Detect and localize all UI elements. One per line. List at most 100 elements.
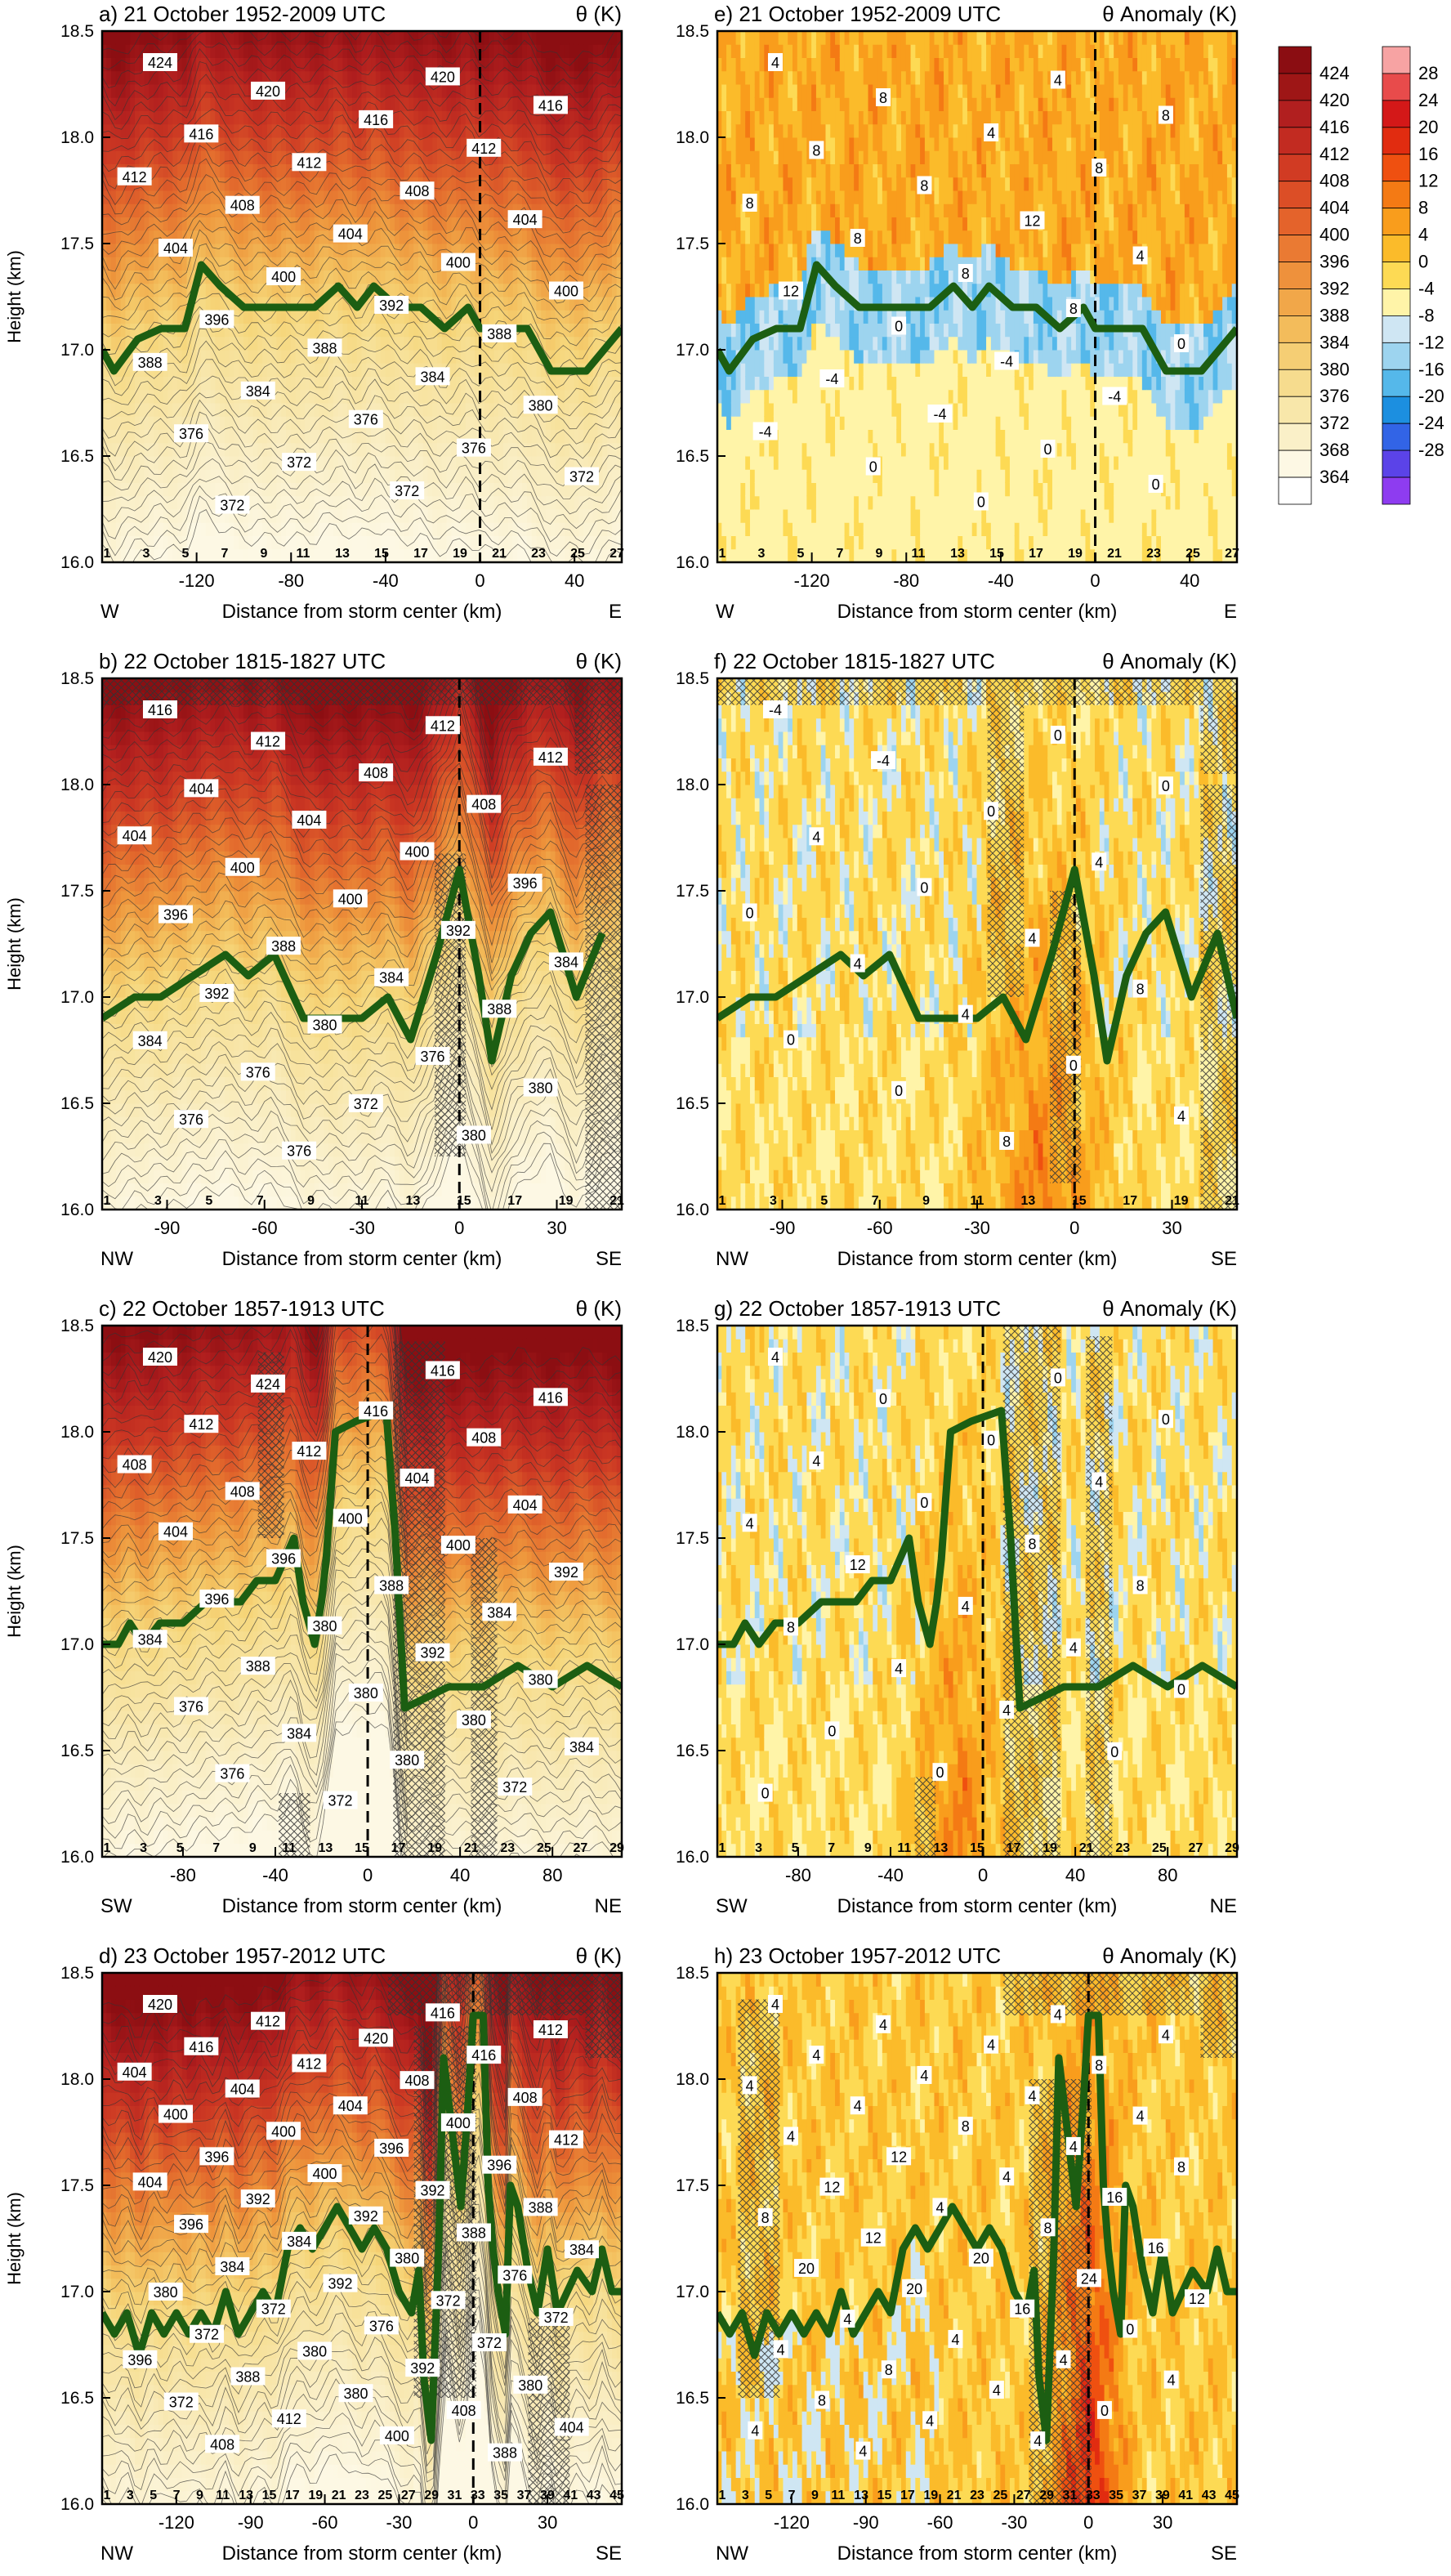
contour-label: 0 bbox=[784, 1030, 799, 1049]
y-tick-label: 18.5 bbox=[676, 22, 709, 41]
profile-number: 13 bbox=[335, 547, 350, 561]
profile-number: 37 bbox=[517, 2489, 532, 2502]
contour-label: 0 bbox=[1050, 726, 1065, 745]
contour-label: 384 bbox=[282, 1724, 317, 1742]
profile-number: 5 bbox=[150, 2489, 157, 2502]
colorbar-swatch bbox=[1278, 235, 1312, 262]
y-tick-label: 18.5 bbox=[60, 1317, 94, 1335]
y-tick-label: 18.5 bbox=[60, 1964, 94, 1983]
y-tick-label: 18.0 bbox=[676, 128, 709, 147]
panel-a: 424 420 420 416 416 416 412 412 412 408 408 404 404 4… bbox=[4, 2, 624, 623]
tropopause-line bbox=[717, 261, 1237, 375]
contour-label: 404 bbox=[292, 810, 327, 829]
x-tick-label: 80 bbox=[542, 1865, 562, 1885]
direction-left: SW bbox=[100, 1895, 132, 1917]
profile-number: 21 bbox=[1107, 547, 1122, 561]
contour-label: 8 bbox=[1065, 299, 1081, 317]
y-axis-label: Height (km) bbox=[4, 897, 25, 991]
colorbar-swatch bbox=[1278, 46, 1312, 74]
contour-label: 372 bbox=[348, 1093, 383, 1112]
contour-label: 404 bbox=[554, 2417, 589, 2436]
x-axis-label: Distance from storm center (km) bbox=[837, 1248, 1118, 1270]
y-tick-label: 16.0 bbox=[676, 553, 709, 572]
x-tick-label: 0 bbox=[454, 1218, 464, 1238]
contour-label: 8 bbox=[958, 2117, 973, 2135]
y-tick-label: 17.0 bbox=[676, 2283, 709, 2301]
colorbar-label: 408 bbox=[1319, 171, 1350, 191]
contour-label: 12 bbox=[886, 2147, 912, 2166]
contour-label: 416 bbox=[359, 110, 394, 128]
colorbar-label: 412 bbox=[1319, 144, 1350, 164]
contour-label: 4 bbox=[1025, 928, 1040, 947]
y-tick-label: 16.5 bbox=[60, 2389, 94, 2408]
profile-number: 23 bbox=[1115, 1841, 1130, 1855]
colorbar-label: 404 bbox=[1319, 198, 1350, 218]
panel-b: 416 412 412 412 408 404 408 404 404 400 400 396 400 3… bbox=[4, 649, 624, 1270]
profile-number: 21 bbox=[609, 1194, 624, 1208]
contour-label: 4 bbox=[767, 1995, 783, 2013]
contour-label: 412 bbox=[533, 2020, 568, 2039]
y-tick-label: 16.5 bbox=[676, 447, 709, 466]
contour-label: 384 bbox=[215, 2256, 250, 2275]
y-tick-label: 16.5 bbox=[676, 1742, 709, 1760]
contour-label: 376 bbox=[364, 2316, 399, 2335]
x-tick-label: 40 bbox=[450, 1865, 470, 1885]
profile-number: 15 bbox=[989, 547, 1004, 561]
direction-left: NW bbox=[716, 2542, 748, 2565]
contour-labels: 420 416 424 416 416 412 408 412 408 404 408 404 400 4… bbox=[117, 1348, 600, 1809]
contour-label: 376 bbox=[456, 438, 491, 457]
contour-label: 20 bbox=[968, 2248, 993, 2267]
contour-label: 404 bbox=[400, 1468, 435, 1487]
contour-label: 416 bbox=[425, 1361, 460, 1380]
profile-number: 9 bbox=[307, 1194, 315, 1208]
contour-label: 392 bbox=[199, 983, 234, 1002]
plot-frame bbox=[716, 1971, 1239, 2506]
panel-field-title: θ Anomaly (K) bbox=[1102, 1943, 1237, 1968]
contour-label: 384 bbox=[132, 1630, 167, 1648]
contour-label: 0 bbox=[984, 1430, 999, 1449]
tropopause-line bbox=[102, 1407, 622, 1712]
y-tick-label: 16.0 bbox=[676, 2495, 709, 2514]
direction-right: SE bbox=[1211, 2542, 1237, 2565]
x-tick-label: -60 bbox=[252, 1218, 278, 1238]
profile-number: 1 bbox=[719, 547, 726, 561]
contour-label: 408 bbox=[400, 181, 435, 200]
contour-label: 380 bbox=[523, 1078, 558, 1097]
x-axis: -90 -60 -30 0 30 bbox=[770, 1200, 1182, 1238]
profile-number: 31 bbox=[1063, 2489, 1078, 2502]
contour-label: 8 bbox=[1040, 2218, 1056, 2237]
profile-number: 1 bbox=[719, 1841, 726, 1855]
colorbar-label: 28 bbox=[1418, 63, 1438, 83]
contour-label: 4 bbox=[1050, 70, 1065, 89]
contour-label: 4 bbox=[855, 2441, 871, 2460]
colorbar-label: 416 bbox=[1319, 117, 1350, 137]
contour-label: 8 bbox=[917, 176, 932, 195]
contour-label: 20 bbox=[794, 2258, 819, 2277]
x-tick-label: 0 bbox=[1090, 570, 1100, 591]
contour-label: 376 bbox=[282, 1141, 317, 1160]
colorbar-swatch bbox=[1382, 423, 1411, 451]
colorbar-label: 384 bbox=[1319, 332, 1350, 352]
profile-number: 23 bbox=[355, 2489, 369, 2502]
contour-label: 396 bbox=[158, 905, 194, 924]
profile-number: 33 bbox=[1086, 2489, 1101, 2502]
x-tick-label: -30 bbox=[1002, 2512, 1028, 2533]
contour-labels: 4 4 4 4 4 4 8 4 4 4 4 4 8 4 4 12 8 4 12 16 4 8 8 12 16 20 20 24 20 12… bbox=[742, 1995, 1210, 2460]
colorbar-label: 20 bbox=[1418, 117, 1438, 137]
profile-number: 27 bbox=[609, 547, 624, 561]
profile-number: 7 bbox=[837, 547, 844, 561]
x-axis-label: Distance from storm center (km) bbox=[222, 601, 502, 623]
contour-label: 4 bbox=[932, 2198, 948, 2216]
y-tick-label: 16.0 bbox=[60, 1201, 94, 1219]
x-tick-label: -40 bbox=[373, 570, 399, 591]
contour-label: 376 bbox=[174, 424, 209, 443]
contour-label: 4 bbox=[809, 827, 824, 846]
contour-label: 4 bbox=[876, 2015, 891, 2033]
colorbar-label: -8 bbox=[1418, 305, 1435, 325]
contour-label: 388 bbox=[307, 338, 342, 357]
profile-number: 23 bbox=[500, 1841, 515, 1855]
profile-number: 17 bbox=[1029, 547, 1043, 561]
contour-label: 8 bbox=[1173, 2157, 1189, 2176]
y-tick-label: 18.5 bbox=[676, 669, 709, 688]
